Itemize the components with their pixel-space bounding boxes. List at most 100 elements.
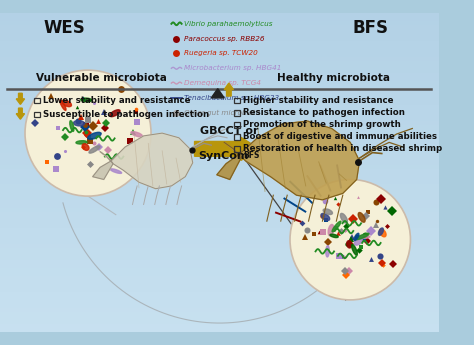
Ellipse shape — [60, 100, 66, 110]
Text: Restoration of health in diseased shrimp: Restoration of health in diseased shrimp — [243, 144, 442, 154]
Ellipse shape — [76, 141, 87, 144]
Bar — [0, 44, 439, 49]
Bar — [0, 299, 439, 304]
Bar — [0, 287, 439, 292]
Bar — [0, 219, 439, 225]
Circle shape — [25, 70, 151, 196]
Text: SynCom: SynCom — [198, 151, 248, 161]
Bar — [0, 151, 439, 157]
Ellipse shape — [340, 213, 347, 223]
Bar — [235, 110, 240, 116]
Bar — [0, 327, 439, 332]
Bar — [0, 56, 439, 61]
Bar — [0, 28, 439, 33]
Bar — [0, 264, 439, 268]
Bar — [0, 259, 439, 264]
Ellipse shape — [328, 225, 334, 236]
Ellipse shape — [357, 235, 370, 238]
Ellipse shape — [326, 246, 329, 257]
Bar — [0, 252, 439, 256]
Bar — [0, 292, 439, 296]
Bar — [0, 239, 439, 244]
Bar — [0, 208, 439, 213]
Text: Healthy microbiota: Healthy microbiota — [277, 73, 390, 83]
Bar — [0, 284, 439, 288]
Bar — [0, 104, 439, 109]
Text: Higher stability and resistance: Higher stability and resistance — [243, 96, 393, 105]
Bar — [0, 124, 439, 129]
Polygon shape — [211, 89, 224, 98]
Circle shape — [290, 179, 410, 300]
Bar — [0, 204, 439, 208]
FancyArrow shape — [16, 93, 25, 105]
Bar — [0, 100, 439, 105]
Ellipse shape — [332, 221, 341, 232]
Bar — [235, 146, 240, 152]
Bar — [0, 36, 439, 41]
Bar — [0, 60, 439, 65]
Bar — [0, 307, 439, 312]
Bar — [0, 72, 439, 77]
Bar — [0, 267, 439, 273]
Bar — [235, 134, 240, 140]
Bar — [0, 315, 439, 321]
Bar — [0, 108, 439, 112]
Bar — [0, 196, 439, 200]
Bar — [0, 144, 439, 149]
Text: Paracoccus sp. RBB26: Paracoccus sp. RBB26 — [184, 36, 265, 42]
Text: Ruegeria sp. TCW20: Ruegeria sp. TCW20 — [184, 50, 258, 57]
Bar — [0, 12, 439, 17]
Polygon shape — [217, 142, 241, 179]
Text: BFS: BFS — [353, 19, 389, 37]
Bar — [0, 112, 439, 117]
Bar — [235, 98, 240, 104]
Bar — [0, 319, 439, 324]
Bar — [0, 116, 439, 120]
Bar — [0, 247, 439, 253]
FancyArrow shape — [194, 137, 259, 160]
Bar — [0, 256, 439, 260]
Ellipse shape — [355, 238, 362, 245]
Ellipse shape — [110, 169, 122, 174]
Bar — [0, 80, 439, 85]
Text: Promotion of the shrimp growth: Promotion of the shrimp growth — [243, 120, 401, 129]
Bar — [0, 227, 439, 233]
Text: WES: WES — [44, 19, 86, 37]
Bar — [0, 191, 439, 196]
Polygon shape — [92, 152, 113, 179]
Bar — [0, 88, 439, 92]
Bar — [0, 16, 439, 21]
Bar — [0, 76, 439, 81]
Ellipse shape — [62, 100, 72, 107]
Bar — [0, 84, 439, 89]
Bar — [0, 40, 439, 45]
Ellipse shape — [70, 121, 74, 131]
Bar — [34, 98, 40, 104]
Bar — [0, 171, 439, 177]
Bar — [0, 216, 439, 220]
Bar — [0, 168, 439, 172]
Bar — [0, 312, 439, 316]
Ellipse shape — [356, 233, 369, 240]
Text: Vulnerable microbiota: Vulnerable microbiota — [36, 73, 167, 83]
Bar — [0, 68, 439, 72]
Bar — [0, 140, 439, 145]
Text: Other gut microbiota: Other gut microbiota — [184, 110, 261, 116]
Text: Microbacterium sp. HBG41: Microbacterium sp. HBG41 — [184, 65, 282, 71]
Bar — [0, 20, 439, 24]
Bar — [0, 64, 439, 69]
Ellipse shape — [323, 209, 332, 215]
Bar — [0, 48, 439, 53]
Bar — [34, 112, 40, 117]
Ellipse shape — [378, 228, 383, 235]
Bar — [0, 188, 439, 193]
Bar — [0, 128, 439, 132]
Text: Boost of digestive and immune abilities: Boost of digestive and immune abilities — [243, 132, 437, 141]
Bar — [0, 156, 439, 160]
Bar — [0, 184, 439, 188]
Ellipse shape — [321, 214, 329, 220]
Bar — [0, 176, 439, 180]
Bar — [0, 24, 439, 29]
Bar — [0, 224, 439, 228]
Bar — [0, 272, 439, 276]
